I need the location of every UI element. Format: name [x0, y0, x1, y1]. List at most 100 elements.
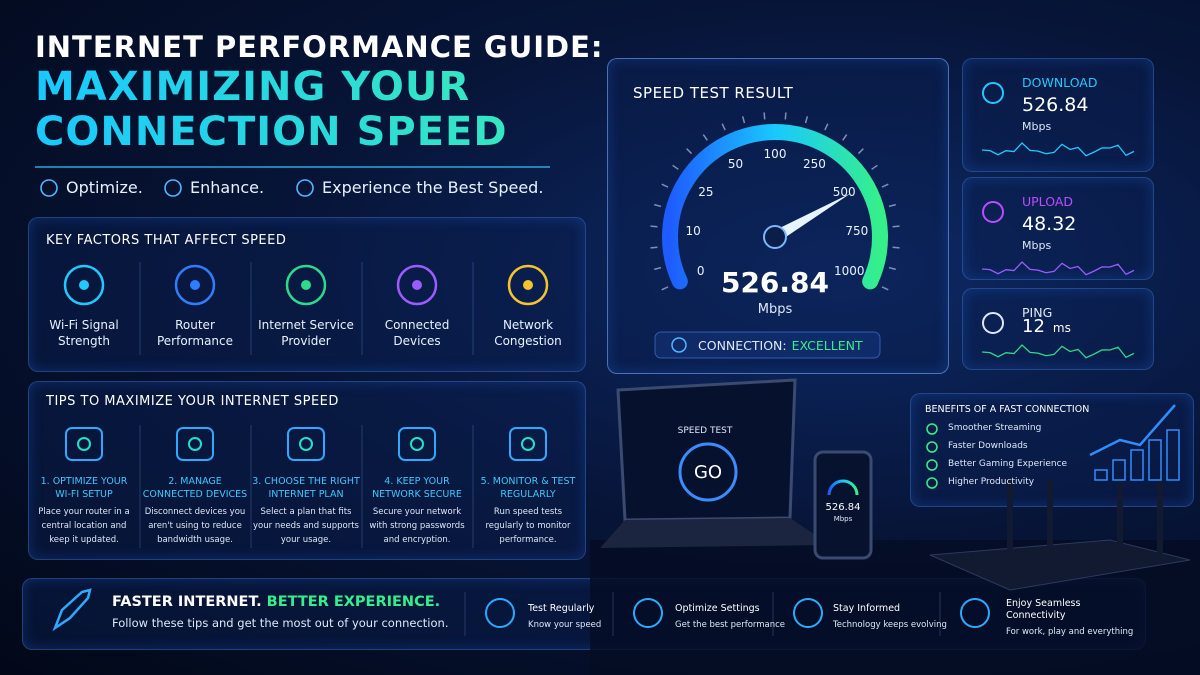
tips-panel [28, 381, 586, 560]
stat-sparkline [981, 344, 1135, 359]
gauge-tick [842, 134, 848, 141]
stat-label: DOWNLOAD [1022, 75, 1098, 90]
benefit-bar [1094, 469, 1108, 481]
gauge-arc [662, 124, 888, 290]
gauge-tick [804, 116, 809, 124]
tip-text: Select a plan that fits [260, 507, 352, 517]
gauge-label: 25 [698, 184, 714, 199]
factor-icon-dot [301, 280, 311, 290]
tip-text: Disconnect devices you [144, 507, 246, 517]
connection-value: EXCELLENT [791, 338, 863, 353]
tip-icon [65, 427, 103, 461]
phone-unit: Mbps [833, 515, 853, 523]
footer-icon [960, 598, 990, 628]
benefits-panel [910, 393, 1194, 507]
tip-text: central location and [41, 521, 127, 531]
check-icon [926, 477, 938, 489]
factor-label: Internet Service [258, 318, 354, 332]
footer-icon [793, 598, 823, 628]
connection-status: CONNECTION: EXCELLENT [698, 338, 863, 353]
gauge-label: 500 [832, 184, 856, 199]
tip-title: 3. CHOOSE THE RIGHT [252, 476, 360, 487]
stat-icon [982, 312, 1004, 334]
gauge-tick [881, 183, 889, 188]
gauge-tick [721, 123, 726, 131]
go-label: GO [693, 462, 723, 483]
stat-row: 12 ms [1022, 316, 1071, 337]
factor-label: Provider [281, 334, 331, 348]
page-title: INTERNET PERFORMANCE GUIDE: [35, 30, 604, 64]
tagline: Experience the Best Speed. [322, 178, 544, 197]
tip-text: keep it updated. [49, 535, 119, 545]
phone [813, 450, 873, 560]
headline: CONNECTION SPEED [35, 109, 508, 155]
factor-icon-dot [412, 280, 422, 290]
factor-label: Performance [156, 334, 234, 348]
factor-label: Network [502, 318, 554, 332]
tip-text: performance. [499, 535, 557, 545]
headline: MAXIMIZING YOUR [35, 64, 471, 110]
tip-icon-dot [410, 437, 424, 451]
factor-label: Wi-Fi Signal [49, 318, 119, 332]
gauge-tick [892, 225, 900, 228]
section-title: TIPS TO MAXIMIZE YOUR INTERNET SPEED [46, 394, 339, 409]
gauge-tick [686, 148, 693, 155]
benefit-item: Better Gaming Experience [948, 459, 1068, 469]
stat-value: 526.84 [1022, 94, 1089, 116]
stat-unit: ms [1052, 321, 1071, 335]
tip-title: CONNECTED DEVICES [142, 489, 248, 500]
speed-title: SPEED TEST RESULT [633, 84, 794, 102]
footer-item-text: Get the best performance [675, 620, 786, 630]
stat-unit: Mbps [1022, 239, 1052, 252]
benefit-bar [1148, 439, 1162, 481]
gauge-tick [857, 148, 864, 155]
stat-sparkline [981, 261, 1135, 276]
phone-value: 526.84 [825, 502, 861, 513]
factor-icon [174, 264, 216, 306]
gauge-label: 100 [763, 147, 787, 161]
gauge-tick [824, 123, 829, 131]
benefit-bar [1130, 449, 1144, 481]
tagline-icon [296, 179, 314, 197]
footer-item-title: Stay Informed [833, 603, 901, 614]
benefit-item: Higher Productivity [948, 477, 1035, 487]
gauge-tick [650, 246, 658, 249]
footer-text: Follow these tips and get the most out o… [112, 616, 449, 630]
speed-value: 526.84 [720, 266, 830, 299]
gauge-label: 10 [685, 223, 701, 238]
tip-icon-dot [188, 437, 202, 451]
tip-text: with strong passwords [369, 521, 465, 531]
factor-label: Connected [384, 318, 450, 332]
stat-icon [982, 82, 1004, 104]
footer-icon [633, 598, 663, 628]
stat-sparkline [981, 142, 1135, 157]
footer-item-text: Know your speed [528, 620, 602, 630]
gauge-needle [772, 193, 852, 243]
tip-icon [287, 427, 325, 461]
footer-headline-main: FASTER INTERNET. [112, 594, 262, 610]
gauge-label: 0 [696, 263, 705, 278]
benefit-bar [1112, 459, 1126, 481]
tip-text: regularly to monitor [485, 521, 571, 531]
tagline-icon [40, 179, 58, 197]
benefit-bar [1166, 429, 1180, 481]
ping-card [962, 288, 1154, 370]
stat-unit: Mbps [1022, 120, 1052, 133]
gauge-tick [871, 164, 878, 170]
key-factors-panel [28, 217, 586, 372]
gauge-tick [888, 266, 896, 271]
footer-headline-highlight: BETTER EXPERIENCE. [266, 594, 441, 610]
connection-label: CONNECTION: [698, 338, 787, 353]
tagline: Optimize. [66, 178, 143, 197]
tip-title: 5. MONITOR & TEST [480, 476, 576, 487]
tip-title: NETWORK SECURE [372, 489, 462, 500]
factor-icon [285, 264, 327, 306]
gauge-tick [702, 134, 708, 141]
gauge-tick [654, 203, 662, 208]
stat-value: 48.32 [1022, 213, 1077, 235]
footer-item-title: Enjoy Seamless [1006, 598, 1081, 609]
footer-item-text: Technology keeps evolving [833, 620, 947, 630]
stat-icon [982, 201, 1004, 223]
tip-title: WI-FI SETUP [55, 489, 113, 500]
